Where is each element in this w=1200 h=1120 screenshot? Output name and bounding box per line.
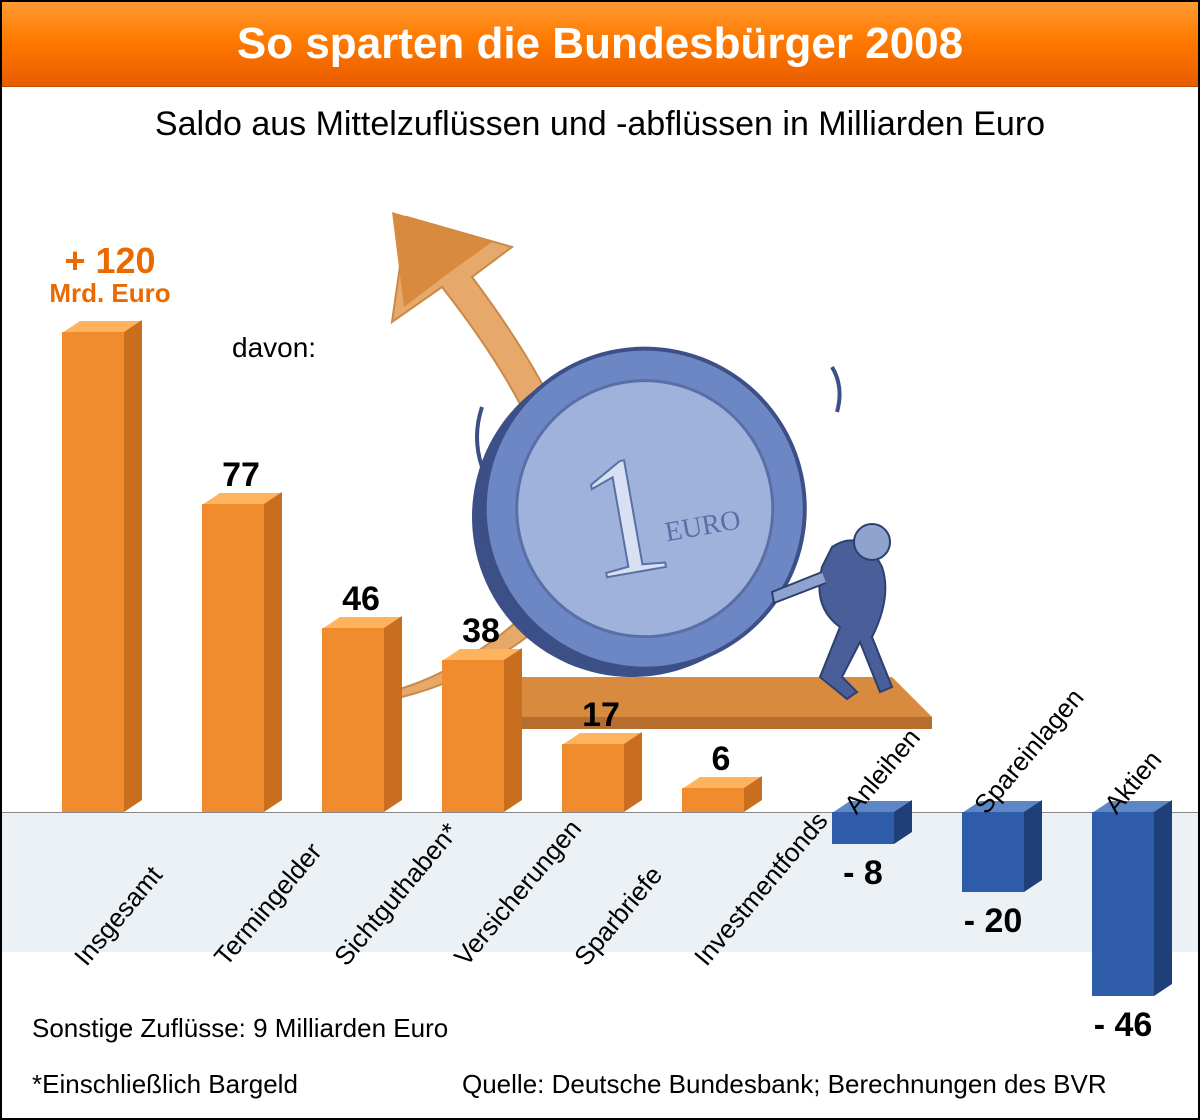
bar-front [962, 812, 1024, 892]
bar-front [682, 788, 744, 812]
footnote-star: *Einschließlich Bargeld [32, 1069, 298, 1100]
bar-front [322, 628, 384, 812]
chart-area: + 120 Mrd. Euro davon: 1 EURO [2, 172, 1198, 1008]
bar-side [384, 616, 402, 812]
bar-side [1154, 800, 1172, 996]
title-text: So sparten die Bundesbürger 2008 [237, 19, 963, 68]
bar-front [1092, 812, 1154, 996]
bar-side [124, 320, 142, 812]
source-text: Quelle: Deutsche Bundesbank; Berechnunge… [462, 1069, 1107, 1100]
title-bar: So sparten die Bundesbürger 2008 [2, 2, 1198, 87]
bar-front [62, 332, 124, 812]
bar-side [624, 732, 642, 812]
davon-label: davon: [232, 332, 316, 364]
insgesamt-value: + 120 Mrd. Euro [30, 242, 190, 307]
bar-value-investmentfonds: 6 [651, 740, 791, 779]
bar-front [202, 504, 264, 812]
footnote-other: Sonstige Zuflüsse: 9 Milliarden Euro [32, 1013, 448, 1044]
insgesamt-value-line2: Mrd. Euro [30, 280, 190, 307]
bar-side [744, 776, 762, 812]
bar-value-anleihen: - 8 [793, 854, 933, 893]
bar-value-sichtguthaben: 46 [291, 580, 431, 619]
bar-value-aktien: - 46 [1053, 1006, 1193, 1045]
bar-side [1024, 800, 1042, 892]
bar-front [562, 744, 624, 812]
insgesamt-value-line1: + 120 [30, 242, 190, 280]
bar-value-versicherungen: 38 [411, 612, 551, 651]
bar-value-sparbriefe: 17 [531, 696, 671, 735]
bar-side [264, 492, 282, 812]
bar-value-spareinlagen: - 20 [923, 902, 1063, 941]
coin-push-illustration: 1 EURO [332, 177, 952, 737]
bar-front [442, 660, 504, 812]
subtitle-text: Saldo aus Mittelzuflüssen und -abflüssen… [2, 105, 1198, 144]
infographic-frame: So sparten die Bundesbürger 2008 Saldo a… [0, 0, 1200, 1120]
bar-side [504, 648, 522, 812]
bar-value-termingelder: 77 [171, 456, 311, 495]
bar-side [894, 800, 912, 844]
